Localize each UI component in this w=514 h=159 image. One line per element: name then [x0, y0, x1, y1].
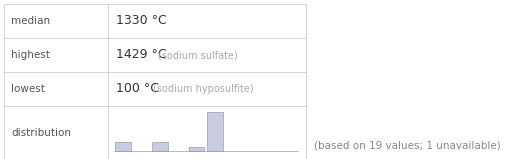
Bar	[152, 142, 168, 151]
Bar	[116, 142, 131, 151]
Text: 1429 °C: 1429 °C	[116, 48, 167, 62]
Text: highest: highest	[11, 50, 50, 60]
Text: lowest: lowest	[11, 84, 45, 94]
Text: (sodium hyposulfite): (sodium hyposulfite)	[153, 84, 254, 94]
Bar	[4, 4, 306, 159]
Text: 100 °C: 100 °C	[116, 83, 159, 96]
Bar	[189, 147, 205, 151]
Text: (based on 19 values; 1 unavailable): (based on 19 values; 1 unavailable)	[314, 141, 501, 151]
Bar	[207, 112, 223, 151]
Text: distribution: distribution	[11, 128, 71, 138]
Text: 1330 °C: 1330 °C	[116, 14, 167, 28]
Text: (sodium sulfate): (sodium sulfate)	[158, 50, 238, 60]
Text: median: median	[11, 16, 50, 26]
